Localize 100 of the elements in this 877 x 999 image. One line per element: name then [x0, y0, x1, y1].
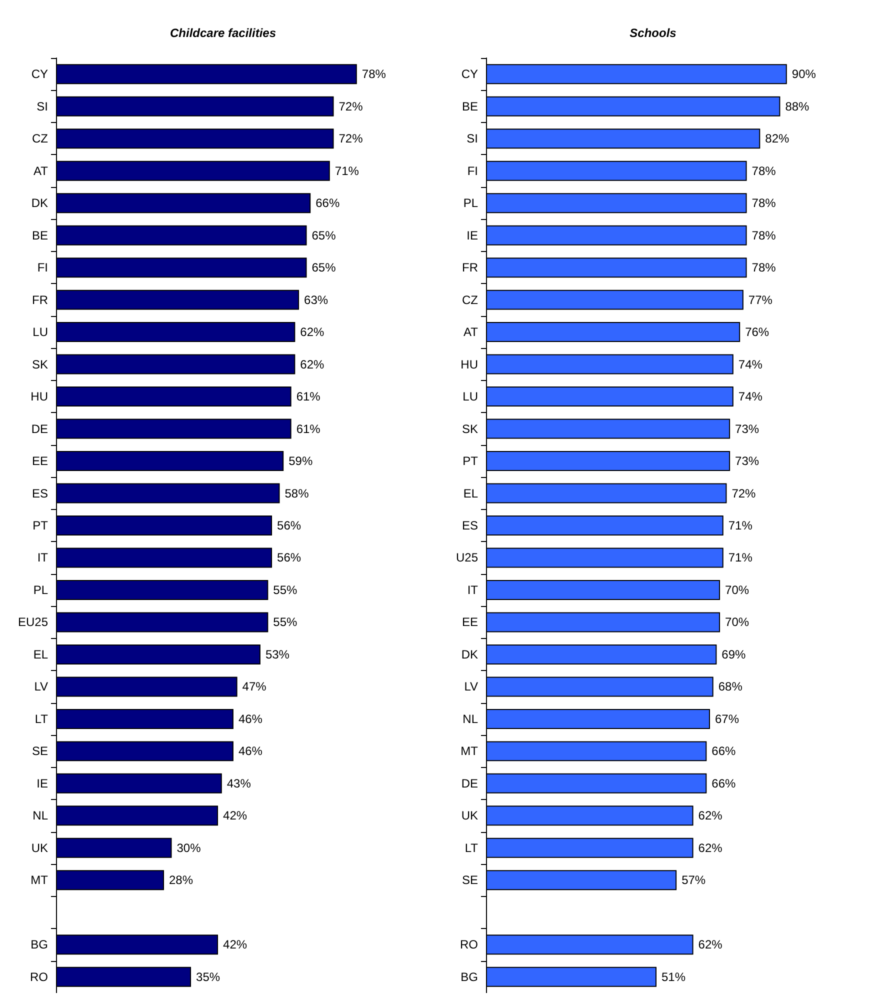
y-tick-label: CZ — [32, 132, 48, 146]
y-tick-label: LU — [462, 390, 478, 404]
y-tick-label: DK — [461, 647, 478, 662]
data-label: 65% — [312, 228, 336, 242]
y-tick-label: SE — [32, 744, 48, 758]
data-label: 63% — [304, 292, 328, 307]
data-label: 71% — [334, 164, 360, 178]
y-tick-label: CZ — [462, 292, 478, 307]
y-tick-label: NL — [32, 808, 48, 823]
data-label: 78% — [752, 228, 776, 242]
data-label: 62% — [698, 808, 723, 823]
data-label: 76% — [745, 325, 770, 340]
data-label: 53% — [265, 647, 290, 662]
data-label: 66% — [316, 196, 340, 210]
data-label: 66% — [712, 744, 736, 758]
data-label: 78% — [362, 67, 386, 82]
data-label: 66% — [712, 776, 736, 790]
y-tick-label: LT — [34, 712, 49, 726]
y-tick-label: DK — [31, 196, 48, 210]
y-tick-label: BE — [462, 99, 478, 114]
data-label: 71% — [728, 550, 753, 565]
data-label: 74% — [738, 357, 763, 372]
y-tick-label: BG — [30, 938, 48, 952]
data-label: 59% — [288, 454, 313, 468]
y-tick-label: SI — [466, 132, 478, 146]
data-label: 73% — [735, 454, 760, 468]
data-label: 51% — [662, 970, 686, 984]
data-label: 42% — [223, 938, 248, 952]
y-tick-label: IE — [36, 776, 48, 790]
y-tick-label: PL — [33, 582, 48, 597]
data-label: 55% — [273, 582, 298, 597]
chart-title: Childcare facilities — [170, 26, 276, 40]
data-label: 35% — [196, 970, 220, 984]
data-label: 47% — [242, 680, 267, 694]
data-label: 72% — [732, 486, 756, 500]
data-label: 72% — [338, 99, 364, 114]
y-tick-label: CY — [31, 67, 48, 82]
data-label: 70% — [725, 615, 750, 630]
y-tick-label: AT — [464, 325, 479, 340]
data-label: 70% — [725, 582, 750, 597]
y-tick-label: CY — [461, 67, 478, 82]
y-tick-label: PT — [462, 454, 479, 468]
data-label: 46% — [238, 712, 263, 726]
data-label: 61% — [296, 422, 321, 436]
y-tick-label: IT — [467, 582, 479, 597]
data-label: 61% — [296, 390, 321, 404]
y-tick-label: PL — [463, 196, 478, 210]
data-label: 88% — [785, 99, 810, 114]
data-label: 67% — [715, 712, 740, 726]
y-tick-label: MT — [460, 744, 479, 758]
data-label: 62% — [698, 938, 723, 952]
y-tick-label: EE — [32, 454, 48, 468]
data-label: 78% — [752, 196, 776, 210]
y-tick-label: RO — [30, 970, 48, 984]
y-tick-label: ES — [462, 518, 478, 532]
chart-title: Schools — [630, 26, 677, 40]
data-label: 56% — [277, 550, 302, 565]
data-label: 43% — [226, 776, 252, 790]
data-label: 78% — [752, 164, 776, 178]
y-tick-label: AT — [34, 164, 49, 178]
y-tick-label: DE — [461, 776, 478, 790]
y-tick-label: SE — [462, 873, 478, 888]
data-label: 30% — [176, 840, 202, 855]
y-tick-label: IT — [37, 550, 49, 565]
data-label: 46% — [238, 744, 263, 758]
y-tick-label: FR — [462, 260, 478, 275]
y-tick-label: UK — [31, 840, 48, 855]
y-tick-label: FI — [467, 164, 478, 178]
y-tick-label: LU — [32, 325, 48, 340]
y-tick-label: PT — [32, 518, 49, 532]
data-label: 57% — [682, 873, 706, 888]
data-label: 28% — [169, 873, 194, 888]
data-label: 69% — [722, 647, 746, 662]
y-tick-label: LV — [464, 680, 478, 694]
y-tick-label: DE — [31, 422, 48, 436]
data-label: 68% — [718, 680, 743, 694]
data-label: 55% — [273, 615, 298, 630]
data-label: 65% — [312, 260, 336, 275]
y-tick-label: U25 — [456, 550, 478, 565]
y-tick-label: SI — [36, 99, 48, 114]
data-label: 56% — [277, 518, 302, 532]
y-tick-label: EL — [463, 486, 478, 500]
data-label: 62% — [698, 840, 723, 855]
y-tick-label: NL — [462, 712, 478, 726]
data-label: 73% — [735, 422, 760, 436]
y-tick-label: LT — [464, 840, 479, 855]
data-label: 74% — [738, 390, 763, 404]
y-tick-label: RO — [460, 938, 478, 952]
data-label: 62% — [300, 325, 325, 340]
y-tick-label: BG — [460, 970, 478, 984]
y-tick-label: MT — [30, 873, 49, 888]
y-tick-label: IE — [466, 228, 478, 242]
y-tick-label: ES — [32, 486, 48, 500]
y-tick-label: LV — [34, 680, 48, 694]
y-tick-label: HU — [30, 390, 48, 404]
data-label: 58% — [284, 486, 310, 500]
data-label: 90% — [792, 67, 816, 82]
y-tick-label: SK — [462, 422, 478, 436]
y-tick-label: BE — [32, 228, 48, 242]
y-tick-label: HU — [460, 357, 478, 372]
